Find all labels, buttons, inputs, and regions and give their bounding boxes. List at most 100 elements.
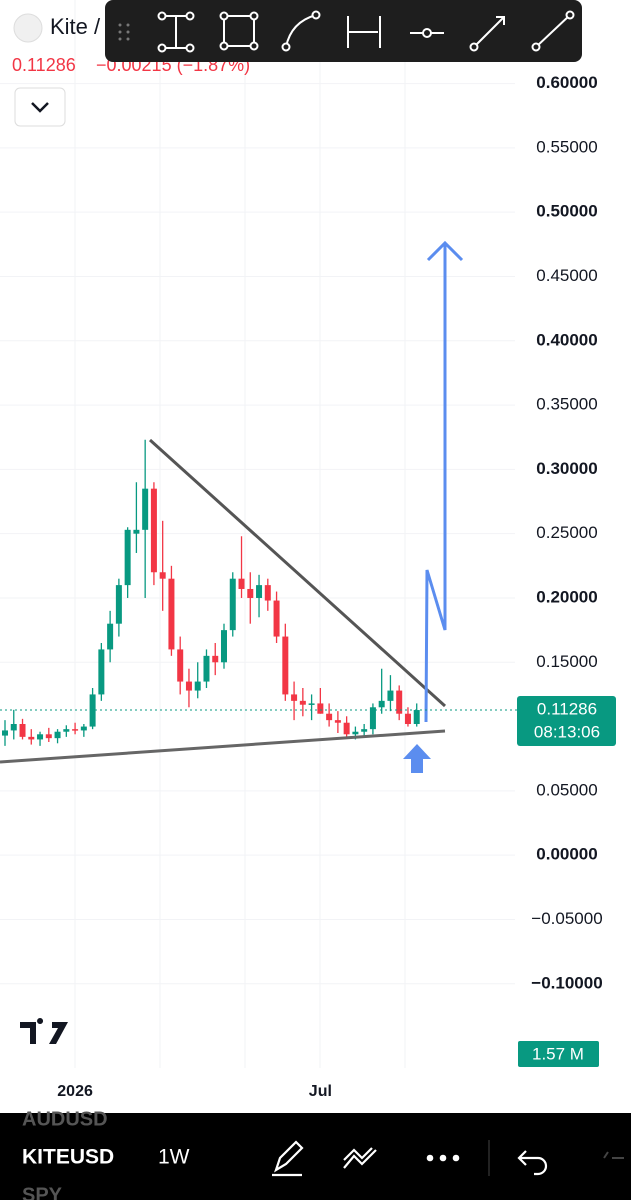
candle-body	[221, 630, 227, 663]
candle-body	[334, 720, 341, 723]
candle-body	[247, 588, 254, 598]
candle-body	[212, 655, 219, 663]
candle-body	[404, 713, 411, 725]
candle-body	[2, 730, 8, 736]
candle-body	[150, 488, 157, 573]
y-tick-label: 0.45000	[536, 266, 597, 285]
overlay: 2026 Jul 0.11286 08:13:06 1.57 M	[0, 696, 616, 1100]
candle-body	[10, 724, 17, 731]
projection-arrow	[424, 245, 447, 723]
bottom-symbol[interactable]: KITEUSD	[22, 1146, 114, 1169]
y-tick-label: 0.25000	[536, 523, 597, 542]
grid	[0, 0, 515, 1068]
candle-body	[387, 690, 394, 701]
price-axis: 0.60000 0.55000 0.50000 0.45000 0.40000 0.350…	[531, 73, 602, 992]
drag-handle	[118, 23, 130, 41]
y-tick-label: 0.60000	[536, 73, 597, 92]
candle-body	[194, 681, 201, 691]
candle-body	[299, 700, 306, 705]
volume-label: 1.57 M	[532, 1044, 584, 1063]
y-tick-label: 0.15000	[536, 652, 597, 671]
tool-date-range[interactable]	[347, 16, 381, 48]
candle-body	[45, 734, 52, 739]
candle-body	[133, 529, 140, 534]
y-tick-label: −0.05000	[531, 909, 602, 928]
watchlist-prev[interactable]: AUDUSD	[22, 1108, 108, 1130]
candle-body	[308, 703, 315, 705]
candle-body	[185, 681, 192, 691]
watchlist-next[interactable]: SPY	[22, 1184, 63, 1200]
y-tick-label: 0.35000	[536, 395, 597, 414]
candle-body	[369, 707, 376, 730]
tool-arrow[interactable]	[473, 16, 505, 48]
draw-button[interactable]	[272, 1140, 304, 1177]
symbol-name: Kite /	[50, 14, 101, 39]
tool-dot	[422, 28, 432, 38]
candle-body	[282, 636, 289, 695]
y-tick-label: 0.00000	[536, 845, 597, 864]
candle-body	[168, 578, 175, 650]
candle-body	[124, 529, 131, 586]
support-line	[0, 729, 446, 764]
candle-body	[115, 585, 122, 624]
candle-body	[19, 724, 26, 737]
tv-logo	[20, 1018, 68, 1044]
candle-body	[343, 722, 350, 735]
candle-body	[229, 578, 236, 631]
volume-box	[518, 1041, 599, 1067]
chevron	[31, 102, 49, 113]
x-tick-label: Jul	[309, 1083, 332, 1100]
candle-body	[98, 649, 105, 695]
tool-price-range[interactable]	[162, 15, 190, 49]
candle-body	[413, 710, 420, 725]
tool-trend[interactable]	[535, 14, 571, 48]
candle-body	[142, 488, 149, 530]
candle-body	[159, 572, 166, 579]
x-tick-label: 2026	[57, 1083, 93, 1100]
candle-body	[291, 694, 298, 701]
indicators-button[interactable]	[343, 1147, 377, 1169]
y-tick-label: 0.50000	[536, 202, 597, 221]
candles	[2, 439, 420, 746]
collapse-button[interactable]	[14, 87, 66, 127]
candle-body	[54, 731, 61, 739]
bottom-bar	[0, 1113, 631, 1200]
candle-body	[203, 655, 210, 682]
candle-body	[107, 623, 114, 650]
candle-body	[256, 585, 263, 598]
up-arrow	[403, 744, 431, 773]
drawing-toolbar	[105, 0, 582, 62]
countdown-label: 08:13:06	[534, 723, 600, 742]
candle-body	[326, 713, 333, 721]
candle-body	[361, 729, 368, 732]
candle-body	[80, 726, 87, 731]
candle-body	[177, 649, 184, 682]
candle-body	[273, 600, 280, 637]
bottom-interval[interactable]: 1W	[158, 1146, 190, 1169]
redo-button[interactable]	[603, 1151, 624, 1159]
y-tick-label: 0.40000	[536, 330, 597, 349]
candle-body	[378, 700, 385, 708]
y-tick-label: −0.10000	[531, 973, 602, 992]
arrow-head	[426, 240, 464, 262]
last-price-label: 0.11286	[537, 700, 597, 719]
more-button[interactable]	[426, 1154, 460, 1162]
trend-line	[148, 438, 447, 708]
candle-body	[264, 585, 271, 601]
candle-body	[37, 734, 44, 740]
candle-body	[72, 729, 79, 731]
candle-body	[352, 731, 359, 735]
y-tick-label: 0.05000	[536, 780, 597, 799]
candle-body	[317, 703, 324, 714]
tool-rectangle[interactable]	[223, 15, 255, 47]
undo-button[interactable]	[517, 1150, 548, 1176]
last-price-box	[517, 696, 616, 747]
header-price: 0.11286	[12, 55, 76, 75]
y-tick-label: 0.20000	[536, 587, 597, 606]
candle-body	[63, 729, 70, 732]
y-tick-label: 0.55000	[536, 137, 597, 156]
y-tick-label: 0.30000	[536, 459, 597, 478]
symbol-logo	[13, 13, 43, 43]
